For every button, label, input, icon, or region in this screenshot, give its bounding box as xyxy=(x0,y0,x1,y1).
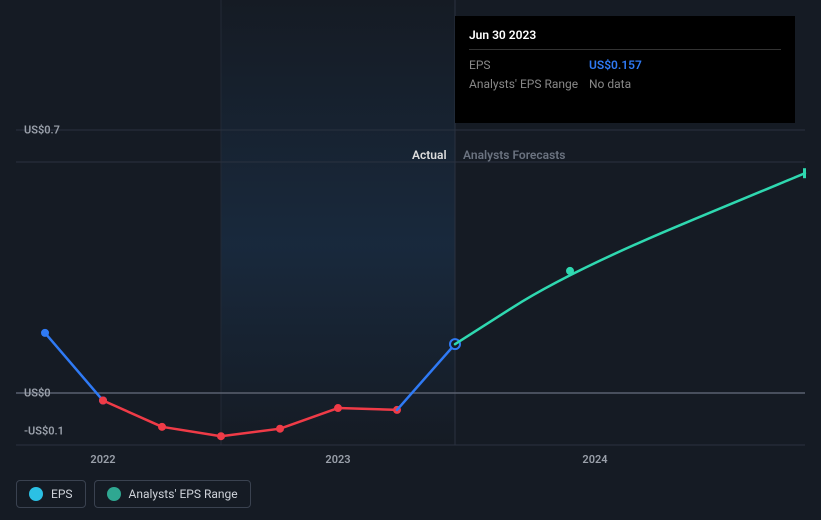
eps-chart: US$0.7 US$0 -US$0.1 2022 2023 2024 Actua… xyxy=(0,0,821,520)
xtick-label: 2022 xyxy=(90,453,115,466)
tooltip-row-value: No data xyxy=(589,75,631,94)
ytick-label: US$0.7 xyxy=(24,124,60,137)
xtick-label: 2024 xyxy=(582,453,607,466)
legend-swatch-icon xyxy=(107,487,121,501)
ytick-label: -US$0.1 xyxy=(24,424,64,437)
chart-legend: EPS Analysts' EPS Range xyxy=(16,480,251,508)
legend-item-label: Analysts' EPS Range xyxy=(129,487,238,501)
ytick-label: US$0 xyxy=(24,387,51,400)
tooltip-row-value: US$0.157 xyxy=(589,56,642,75)
chart-tooltip: Jun 30 2023 EPS US$0.157 Analysts' EPS R… xyxy=(455,16,795,123)
xtick-label: 2023 xyxy=(325,453,350,466)
tooltip-divider xyxy=(469,49,781,50)
region-label-actual: Actual xyxy=(412,148,447,162)
tooltip-row: EPS US$0.157 xyxy=(469,56,781,75)
tooltip-row-label: Analysts' EPS Range xyxy=(469,75,589,94)
region-label-forecast: Analysts Forecasts xyxy=(463,148,565,162)
tooltip-row-label: EPS xyxy=(469,56,589,75)
tooltip-date: Jun 30 2023 xyxy=(469,26,781,45)
legend-item-eps-range[interactable]: Analysts' EPS Range xyxy=(94,480,251,508)
legend-swatch-icon xyxy=(29,487,43,501)
tooltip-row: Analysts' EPS Range No data xyxy=(469,75,781,94)
legend-item-label: EPS xyxy=(51,487,73,501)
legend-item-eps[interactable]: EPS xyxy=(16,480,86,508)
